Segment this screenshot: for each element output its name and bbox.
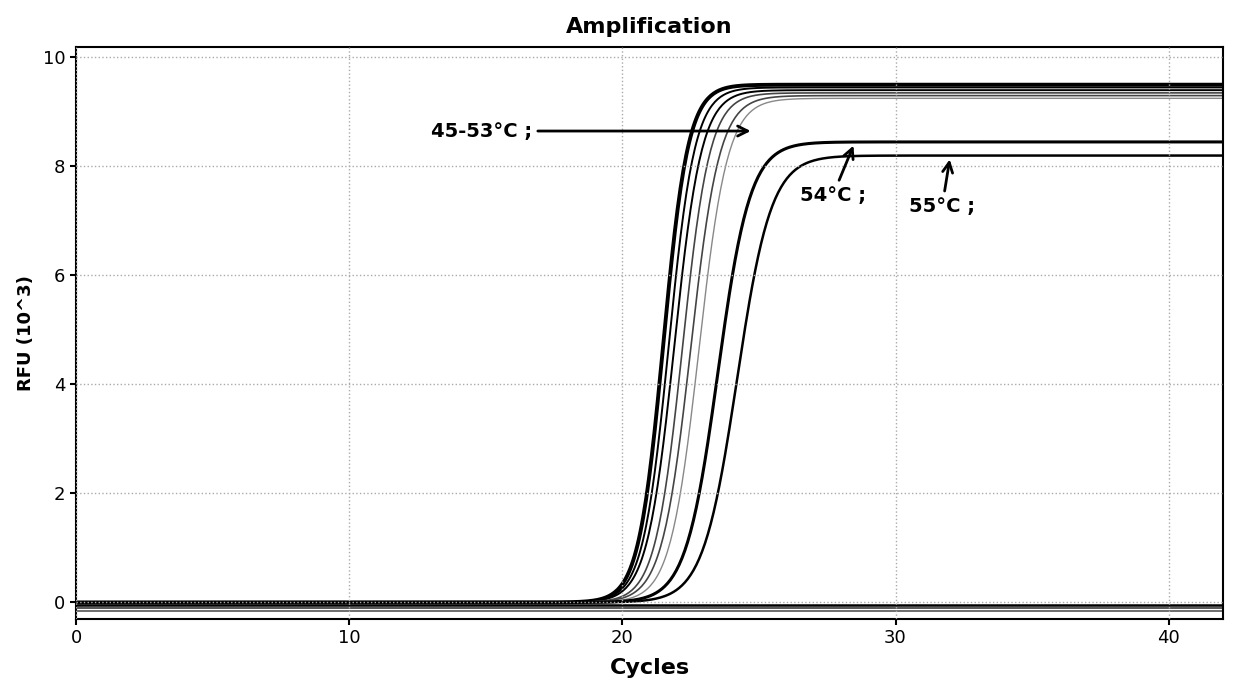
X-axis label: Cycles: Cycles [610,658,689,678]
Text: 55°C ;: 55°C ; [909,163,975,215]
Y-axis label: RFU (10^3): RFU (10^3) [16,275,35,391]
Title: Amplification: Amplification [567,17,733,37]
Text: 45-53°C ;: 45-53°C ; [432,122,748,140]
Text: 54°C ;: 54°C ; [800,149,866,204]
